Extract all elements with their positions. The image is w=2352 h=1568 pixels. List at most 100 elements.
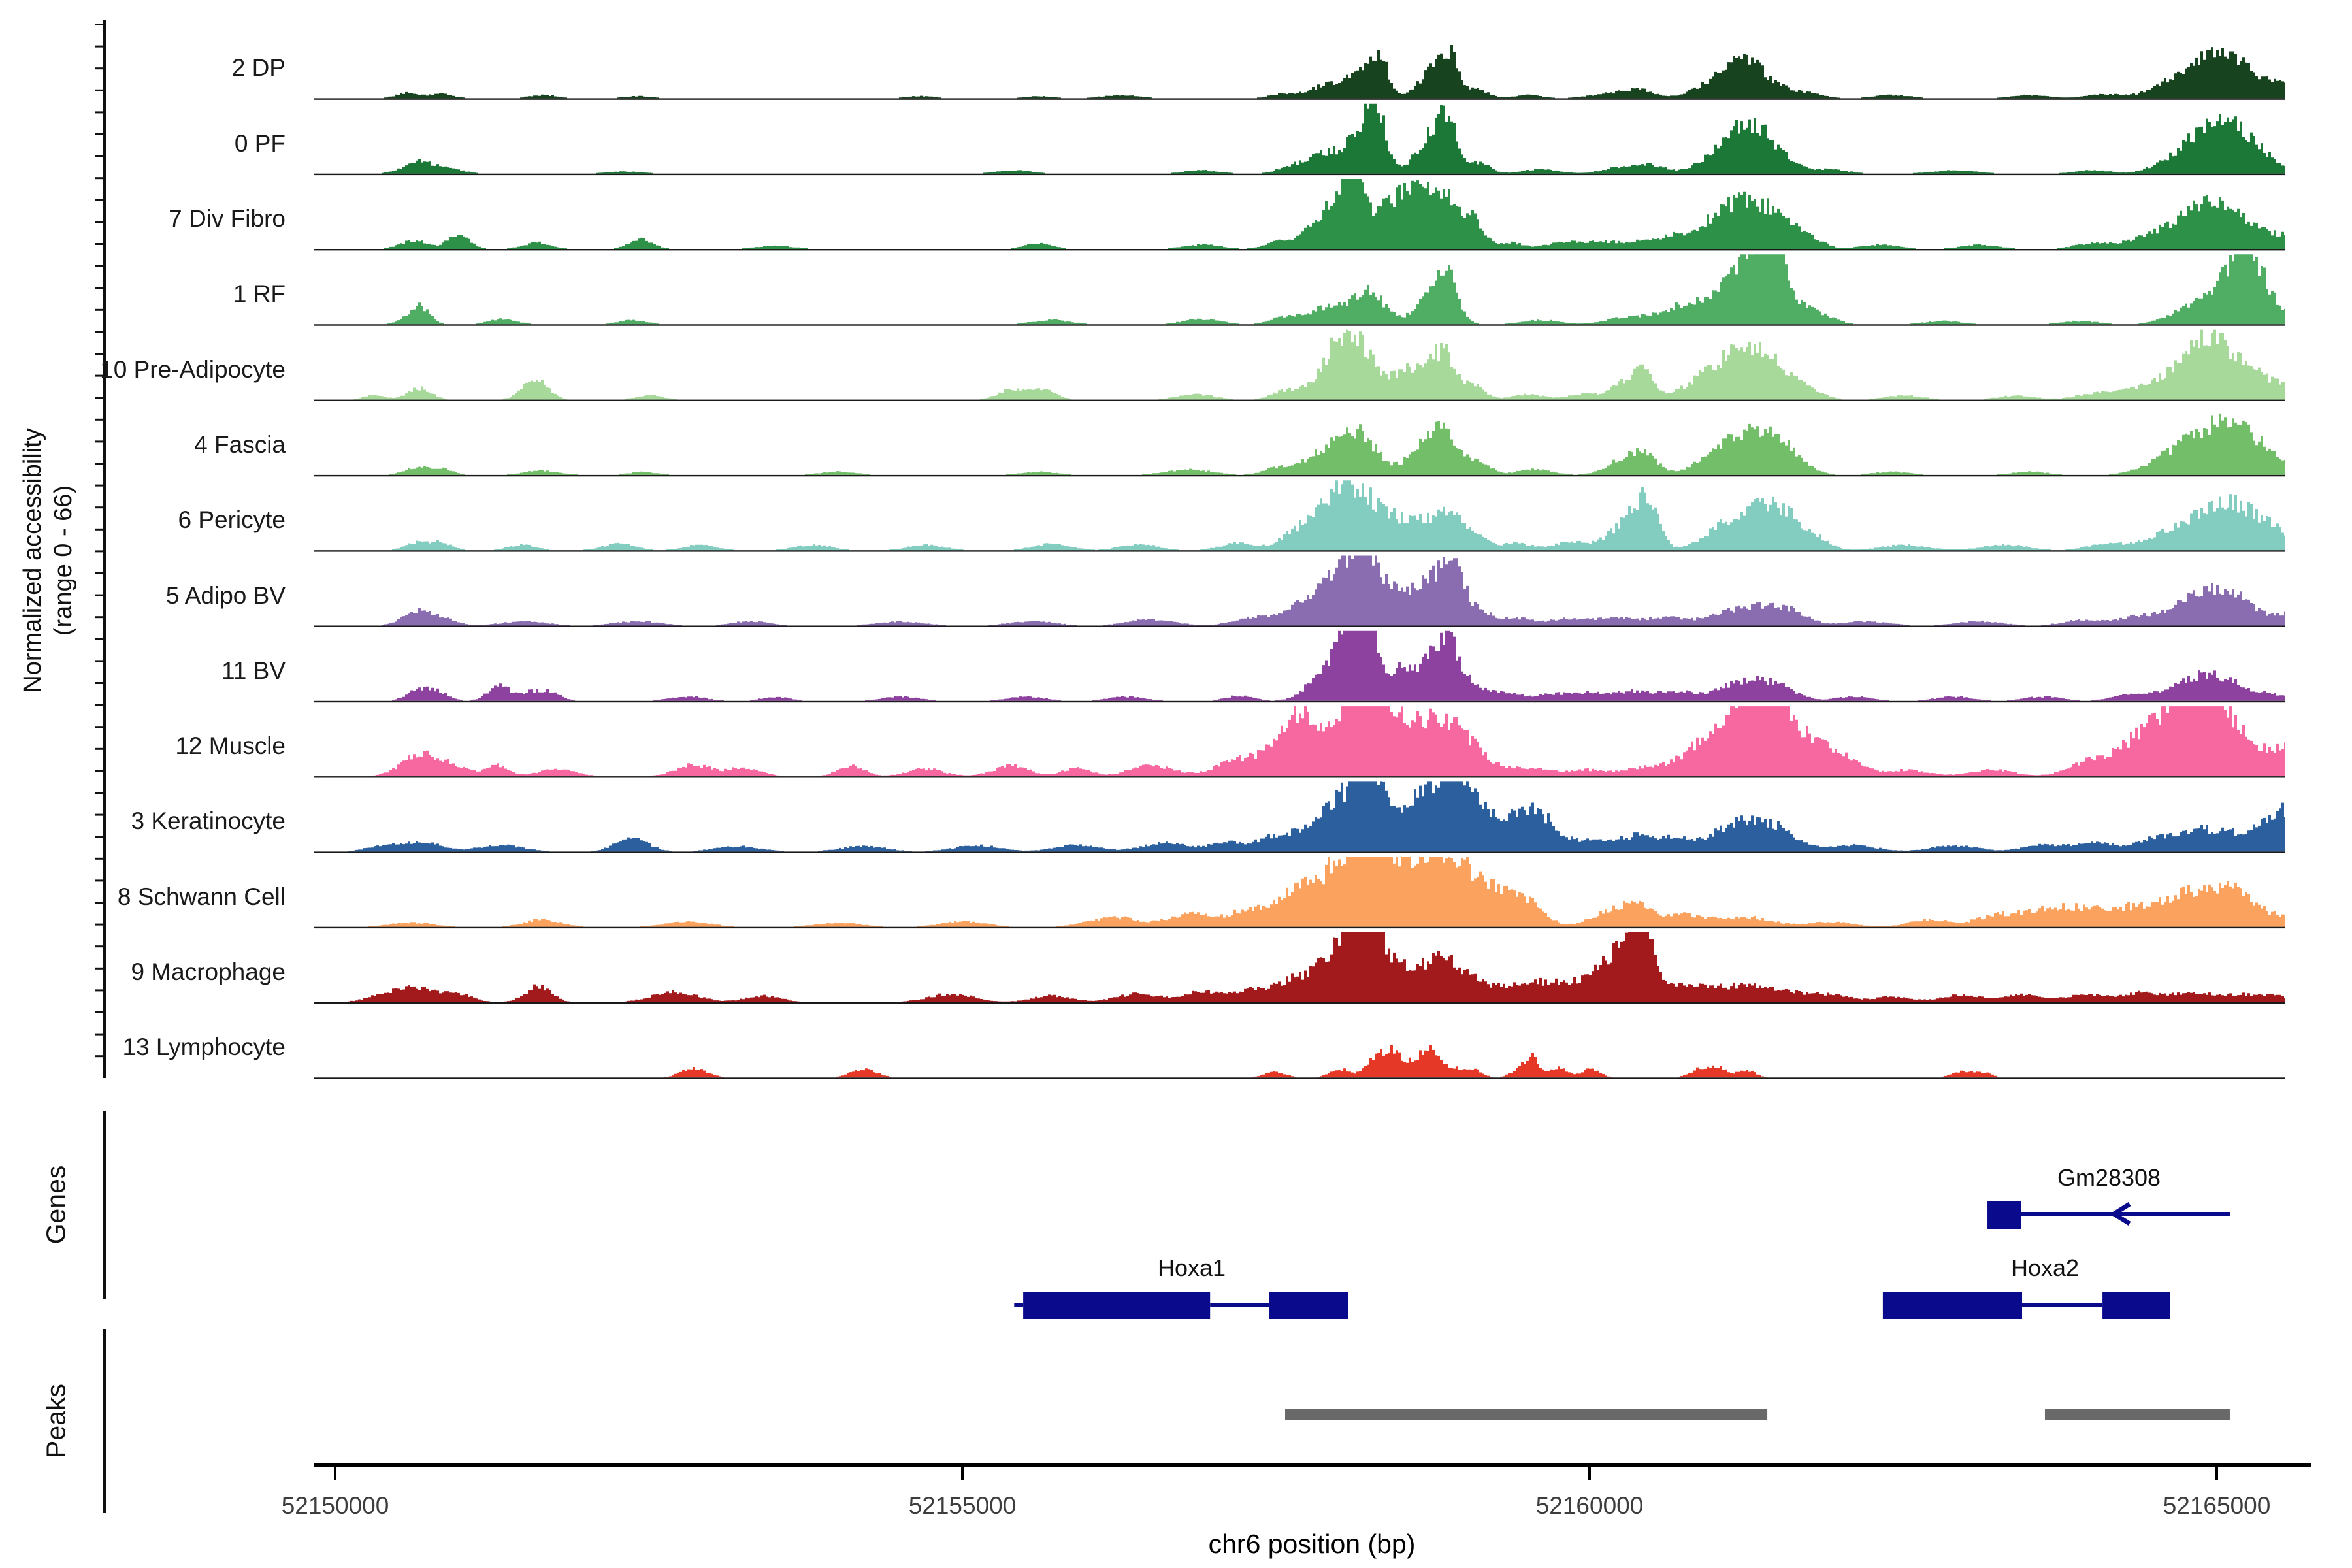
y-axis-tick xyxy=(95,572,103,574)
y-axis-tick xyxy=(95,243,103,245)
y-axis-tick xyxy=(95,792,103,794)
y-axis-tick xyxy=(95,704,103,706)
y-axis-tick xyxy=(95,726,103,728)
peaks-section-label: Peaks xyxy=(41,1384,71,1458)
coverage-track-7-div-fibro xyxy=(314,179,2285,249)
y-axis-tick xyxy=(95,813,103,816)
gene-strand-arrow-icon xyxy=(2109,1202,2131,1226)
coverage-track-8-schwann-cell xyxy=(314,857,2285,927)
x-axis-tick xyxy=(961,1467,964,1480)
track-label: 8 Schwann Cell xyxy=(117,883,286,910)
track-label: 0 PF xyxy=(234,129,286,157)
gene-leader-line xyxy=(1014,1303,1024,1307)
track-baseline xyxy=(314,700,2285,703)
y-axis-tick xyxy=(95,308,103,311)
y-axis-tick xyxy=(95,638,103,640)
genes-section-label: Genes xyxy=(41,1165,71,1245)
track-label: 10 Pre-Adipocyte xyxy=(100,355,286,383)
peaks-bracket xyxy=(103,1329,106,1513)
y-axis-tick xyxy=(95,616,103,619)
coverage-track-11-bv xyxy=(314,630,2285,701)
y-axis-tick xyxy=(95,528,103,531)
y-axis-label: Normalized accessibility (range 0 - 66) xyxy=(18,428,79,693)
track-label: 2 DP xyxy=(231,54,286,82)
y-axis-tick xyxy=(95,374,103,377)
track-baseline xyxy=(314,851,2285,853)
y-axis-tick xyxy=(95,594,103,596)
y-axis-tick xyxy=(95,89,103,91)
y-axis-tick xyxy=(95,660,103,662)
peak-region-bar xyxy=(1285,1409,1768,1420)
y-axis-tick xyxy=(95,1055,103,1058)
track-label: 6 Pericyte xyxy=(178,506,286,534)
gene-transcript-line xyxy=(2021,1212,2230,1216)
coverage-track-9-macrophage xyxy=(314,932,2285,1002)
y-axis-tick xyxy=(95,287,103,289)
y-axis-tick xyxy=(95,1011,103,1013)
y-axis-tick xyxy=(95,879,103,882)
gene-exon-box-hoxa1 xyxy=(1023,1292,1211,1319)
y-axis-tick xyxy=(95,747,103,750)
gene-exon-box-gm28308 xyxy=(1987,1201,2021,1229)
coverage-track-6-pericyte xyxy=(314,480,2285,551)
track-baseline xyxy=(314,550,2285,552)
y-axis-label-line2: (range 0 - 66) xyxy=(50,485,77,636)
gene-exon-box-hoxa2 xyxy=(1882,1292,2023,1319)
y-axis-tick xyxy=(95,770,103,772)
y-axis-tick xyxy=(95,682,103,684)
x-tick-label-52155000: 52155000 xyxy=(908,1492,1017,1519)
track-label: 12 Muscle xyxy=(175,732,286,760)
x-tick-label-52160000: 52160000 xyxy=(1535,1492,1644,1519)
gene-label-hoxa1: Hoxa1 xyxy=(1157,1254,1226,1281)
coverage-track-5-adipo-bv xyxy=(314,555,2285,626)
track-baseline xyxy=(314,926,2285,929)
coverage-track-2-dp xyxy=(314,45,2285,99)
track-baseline xyxy=(314,324,2285,326)
coverage-track-4-fascia xyxy=(314,413,2285,475)
gene-intron-line xyxy=(1210,1303,1270,1307)
track-label: 1 RF xyxy=(233,280,286,308)
y-axis-tick xyxy=(95,24,103,25)
x-axis-title: chr6 position (bp) xyxy=(1208,1529,1416,1559)
y-axis-tick xyxy=(95,45,103,48)
track-baseline xyxy=(314,1002,2285,1004)
y-axis-tick xyxy=(95,418,103,421)
y-axis-tick xyxy=(95,463,103,465)
y-axis-tick xyxy=(95,331,103,333)
y-axis-tick xyxy=(95,836,103,838)
y-axis-tick xyxy=(95,989,103,992)
y-axis-tick xyxy=(95,967,103,970)
track-baseline xyxy=(314,98,2285,100)
track-baseline xyxy=(314,399,2285,401)
track-baseline xyxy=(314,173,2285,176)
gene-label-hoxa2: Hoxa2 xyxy=(2010,1254,2080,1281)
y-axis-tick xyxy=(95,902,103,904)
y-axis-tick xyxy=(95,397,103,399)
x-axis-tick xyxy=(1588,1467,1591,1480)
coverage-track-0-pf xyxy=(314,103,2285,174)
x-axis-line xyxy=(314,1463,2311,1467)
y-axis-tick xyxy=(95,1033,103,1036)
y-axis-tick xyxy=(95,945,103,948)
y-axis-tick xyxy=(95,506,103,509)
track-label: 13 Lymphocyte xyxy=(122,1034,286,1061)
y-axis-tick xyxy=(95,221,103,223)
x-tick-label-52165000: 52165000 xyxy=(2163,1492,2271,1519)
coverage-track-1-rf xyxy=(314,254,2285,325)
y-axis-tick xyxy=(95,353,103,355)
y-axis-tick xyxy=(95,550,103,553)
x-tick-label-52150000: 52150000 xyxy=(281,1492,389,1519)
y-axis-tick xyxy=(95,177,103,180)
y-axis-tick xyxy=(95,133,103,135)
y-axis-tick xyxy=(95,484,103,487)
gene-exon-box-hoxa1 xyxy=(1269,1292,1348,1319)
y-axis-tick xyxy=(95,155,103,157)
track-label: 3 Keratinocyte xyxy=(131,808,286,835)
genes-bracket xyxy=(103,1111,106,1299)
gene-exon-box-hoxa2 xyxy=(2102,1292,2170,1319)
track-baseline xyxy=(314,1077,2285,1079)
y-axis-line xyxy=(103,20,106,1078)
gene-intron-line xyxy=(2022,1303,2103,1307)
